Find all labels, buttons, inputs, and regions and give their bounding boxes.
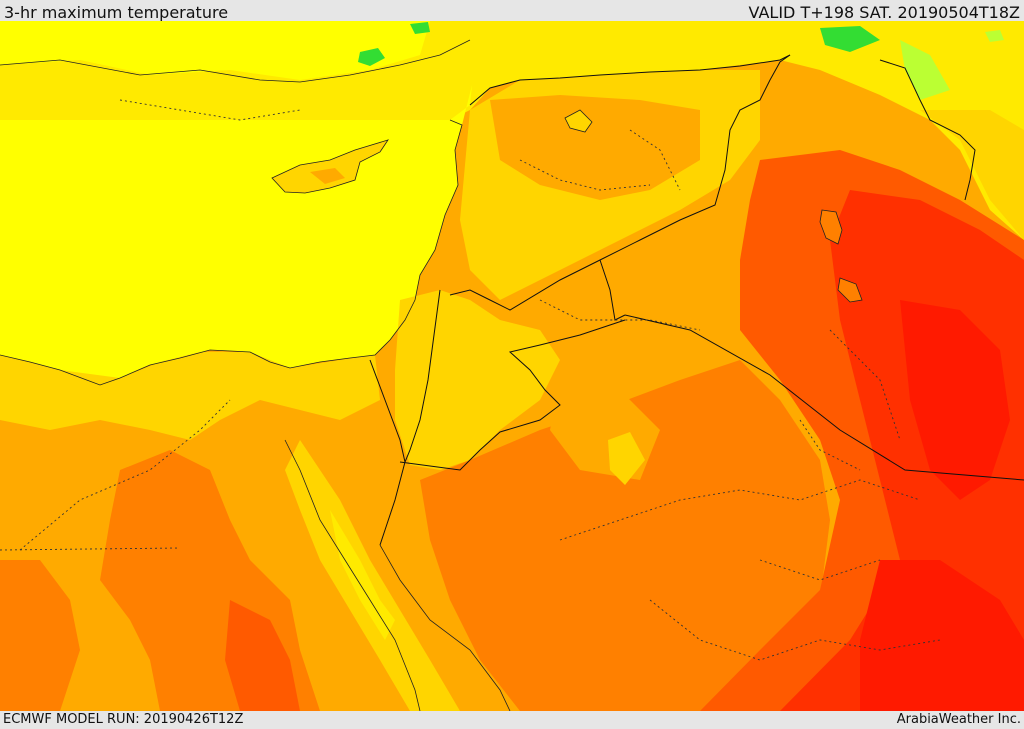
lake-habbaniyah: [837, 277, 863, 303]
map-title: 3-hr maximum temperature: [4, 3, 229, 22]
egypt-red-spot: [225, 600, 300, 711]
egypt-coast-gold: [0, 352, 380, 440]
turkey-brighter: [0, 21, 430, 80]
cyprus: [271, 139, 389, 194]
saudi-orange: [420, 360, 830, 711]
lake-assad: [564, 109, 593, 133]
credit-label: ArabiaWeather Inc.: [896, 712, 1021, 727]
syria-orange-patch: [490, 95, 700, 200]
valid-time-label: VALID T+198 SAT. 20190504T18Z: [748, 3, 1020, 22]
lake-tharthar: [819, 209, 843, 245]
province-lines: [0, 99, 941, 661]
header-bar: 3-hr maximum temperature VALID T+198 SAT…: [0, 0, 1024, 22]
zagros-yellow: [920, 110, 1024, 240]
coastlines: [0, 39, 511, 711]
temperature-map[interactable]: [0, 21, 1024, 711]
red-sea: [285, 440, 460, 711]
footer-bar: ECMWF MODEL RUN: 20190426T12Z ArabiaWeat…: [0, 711, 1024, 729]
jordan-gold: [395, 290, 560, 470]
turkey-yellow-zone: [0, 21, 1024, 240]
map-canvas: [0, 21, 1024, 711]
country-borders: [369, 54, 1024, 546]
model-run-label: ECMWF MODEL RUN: 20190426T12Z: [3, 712, 244, 727]
